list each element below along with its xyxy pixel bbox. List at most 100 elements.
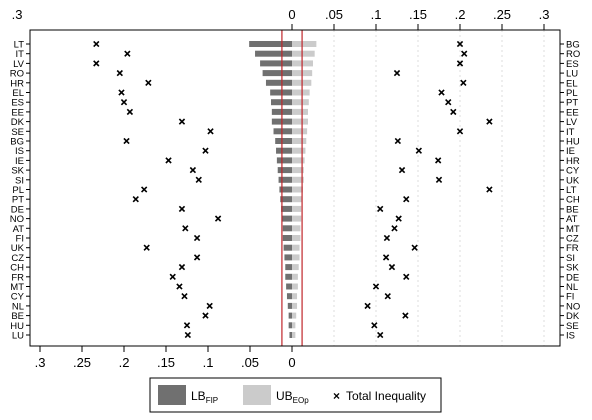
left-country-label: LV <box>13 59 25 70</box>
right-inequality-marker <box>403 196 410 203</box>
marker-stroke <box>377 205 384 213</box>
marker-stroke <box>391 225 398 232</box>
top-axis-tick-label: 0 <box>288 7 295 22</box>
right-country-label: NL <box>566 282 578 293</box>
ub-bar <box>292 186 303 193</box>
legend-lb-label: LBFIP <box>191 389 218 405</box>
lb-bar <box>287 302 292 309</box>
marker-stroke <box>184 331 192 339</box>
ub-bar <box>292 157 305 164</box>
lb-bar <box>285 264 292 271</box>
left-country-label: CH <box>10 263 24 274</box>
left-inequality-marker <box>193 254 201 261</box>
right-inequality-marker <box>456 40 464 48</box>
lb-bar <box>282 225 292 232</box>
marker-stroke <box>123 137 130 145</box>
left-country-label: NL <box>12 301 24 312</box>
left-inequality-marker <box>178 118 186 125</box>
right-country-label: EE <box>566 107 579 118</box>
bottom-axis-tick-label: .05 <box>241 355 259 370</box>
lb-bar <box>286 283 292 290</box>
top-axis-tick-label: .25 <box>493 7 511 22</box>
marker-stroke <box>395 215 402 222</box>
right-country-label: SK <box>566 263 579 274</box>
ub-bar <box>292 322 296 329</box>
lb-bar <box>288 322 292 329</box>
right-country-label: BE <box>566 204 579 215</box>
right-country-label: LV <box>566 117 578 128</box>
right-inequality-marker <box>364 302 371 310</box>
marker-stroke <box>486 118 493 125</box>
left-inequality-marker <box>116 69 123 77</box>
marker-stroke <box>195 176 202 183</box>
lb-bar <box>288 312 292 319</box>
right-country-label: PL <box>566 88 578 99</box>
top-axis-tick-label: .2 <box>455 7 466 22</box>
marker-stroke <box>120 99 128 106</box>
marker-stroke <box>207 128 214 135</box>
right-inequality-marker <box>371 322 378 329</box>
lb-bar <box>276 157 292 164</box>
left-inequality-marker <box>126 108 134 116</box>
right-inequality-marker <box>402 312 409 319</box>
left-country-label: HU <box>10 321 24 332</box>
left-country-label: DK <box>11 117 25 128</box>
left-inequality-marker <box>176 283 183 290</box>
right-inequality-marker <box>394 137 402 145</box>
ub-bar <box>292 99 309 106</box>
ub-bar <box>292 108 308 115</box>
lb-bar <box>262 70 292 77</box>
right-inequality-marker <box>486 118 493 125</box>
right-inequality-marker <box>403 273 410 280</box>
right-inequality-marker <box>438 89 445 96</box>
top-axis-tick-label: .15 <box>409 7 427 22</box>
lb-bar <box>278 176 292 183</box>
right-inequality-marker <box>456 60 464 67</box>
reference-lines <box>281 30 303 346</box>
left-country-label: SI <box>15 175 24 186</box>
left-country-label: RO <box>10 69 24 80</box>
right-inequality-marker <box>383 234 391 242</box>
marker-stroke <box>394 137 402 145</box>
lb-bar <box>270 89 292 96</box>
top-axis-tick-label: .3 <box>539 7 550 22</box>
left-country-label: AT <box>13 224 25 235</box>
marker-stroke <box>384 293 391 300</box>
left-country-label: FR <box>11 272 24 283</box>
left-inequality-marker <box>169 273 176 280</box>
left-inequality-marker <box>145 79 152 86</box>
legend-lb-swatch <box>158 385 186 405</box>
left-country-label: SE <box>11 127 24 138</box>
lb-bar <box>282 235 292 241</box>
ub-bar <box>292 196 303 203</box>
left-country-label: SK <box>11 166 24 177</box>
bottom-axis-tick-label: .25 <box>73 355 91 370</box>
right-inequality-marker <box>486 186 493 193</box>
left-country-label: BG <box>10 137 24 148</box>
ub-bar <box>292 41 317 47</box>
right-inequality-marker <box>395 215 402 222</box>
right-inequality-marker <box>435 176 443 183</box>
right-inequality-marker <box>377 205 384 213</box>
left-inequality-marker <box>93 40 100 48</box>
marker-stroke <box>140 186 148 193</box>
bottom-axis-tick-label: .3 <box>35 355 46 370</box>
right-country-label: BG <box>566 40 580 51</box>
ub-bar <box>292 128 308 135</box>
right-country-label: DK <box>566 311 580 322</box>
marker-stroke <box>169 273 176 280</box>
right-country-label: HR <box>566 156 580 167</box>
right-country-label: IS <box>566 331 575 342</box>
left-inequality-marker <box>193 234 201 242</box>
right-country-label: IE <box>566 146 575 157</box>
ub-bar <box>292 50 315 57</box>
marker-stroke <box>93 60 100 67</box>
left-inequality-marker <box>181 293 188 300</box>
right-inequality-marker <box>388 263 396 271</box>
left-inequality-marker <box>118 89 125 96</box>
legend-ub-label: UBEOp <box>276 389 309 405</box>
marker-stroke <box>176 283 183 290</box>
right-country-label: PT <box>566 98 578 109</box>
ub-bar <box>292 283 298 290</box>
